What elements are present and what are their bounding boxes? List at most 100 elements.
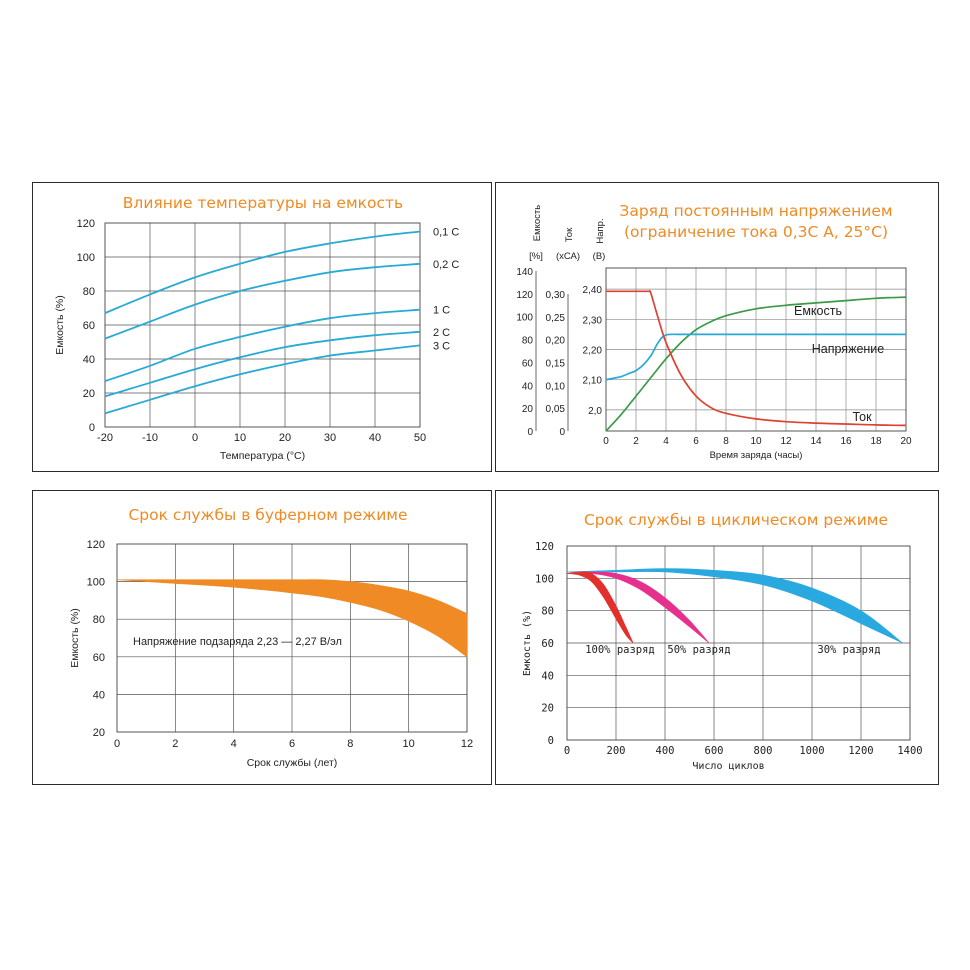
series-label: 1 С [433, 305, 450, 317]
x-tick-label: 10 [234, 432, 246, 444]
plot-frame [566, 545, 911, 741]
x-axis-label: Время заряда (часы) [710, 450, 803, 461]
x-tick-label: 2 [633, 436, 639, 447]
x-tick-label: 400 [656, 745, 675, 757]
series-line [104, 262, 421, 340]
x-tick-label: 1400 [897, 745, 922, 757]
x-tick-label: 0 [192, 432, 198, 444]
capacity-tick-label: 140 [516, 267, 533, 278]
series-line [104, 230, 421, 314]
chart-cycle-service-life: Срок службы в циклическом режиме 0 200 400 6… [522, 511, 923, 772]
cycle-life-band [566, 571, 710, 644]
capacity-tick-label: 20 [522, 404, 534, 415]
y-tick-label: 120 [535, 541, 554, 553]
series-label: 0,1 С [433, 227, 459, 239]
panel-float-service-life: Срок службы в буферном режиме 0 2 4 6 8 10 12 20… [32, 490, 492, 785]
chart-subtitle: (ограничение тока 0,3С А, 25°С) [624, 223, 888, 241]
y-tick-label: 60 [93, 652, 105, 664]
x-tick-label: 40 [369, 432, 381, 444]
current-axis-header: Ток [564, 227, 575, 242]
x-tick-label: 0 [114, 738, 120, 750]
series-label: 3 С [433, 340, 450, 352]
x-tick-label: 30 [324, 432, 336, 444]
voltage-tick-label: 2,10 [583, 376, 603, 387]
capacity-axis-unit: [%] [529, 251, 543, 262]
x-tick-label: 12 [461, 738, 473, 750]
current-tick-label: 0,15 [546, 359, 566, 370]
plot-frame [605, 267, 907, 432]
panel-cycle-service-life: Срок службы в циклическом режиме 0 200 400 6… [495, 490, 939, 785]
current-tick-label: 0,20 [546, 336, 566, 347]
voltage-axis-header: Напр. [595, 218, 606, 243]
current-tick-label: 0,05 [546, 404, 566, 415]
voltage-tick-label: 2,20 [583, 346, 603, 357]
y-tick-label: 20 [93, 727, 105, 739]
y-tick-label: 100 [87, 577, 105, 589]
y-tick-label: 80 [93, 614, 105, 626]
capacity-tick-label: 40 [522, 381, 534, 392]
y-tick-label: 80 [541, 606, 554, 618]
y-tick-label: 40 [93, 689, 105, 701]
y-axis-label: Емкость (%) [522, 610, 533, 676]
y-tick-label: 0 [548, 735, 554, 747]
x-tick-label: 20 [279, 432, 291, 444]
x-tick-label: 10 [403, 738, 415, 750]
x-axis-label: Срок службы (лет) [247, 757, 338, 769]
x-tick-label: 600 [705, 745, 724, 757]
voltage-axis-unit: (В) [593, 251, 606, 262]
series-line [605, 333, 906, 381]
x-tick-label: -20 [97, 432, 113, 444]
x-tick-label: 6 [289, 738, 295, 750]
x-tick-label: 18 [870, 436, 882, 447]
series-line [605, 296, 907, 432]
y-tick-label: 40 [541, 670, 554, 682]
y-axis-label: Емкость (%) [54, 295, 66, 355]
x-axis-label: Температура (°С) [220, 450, 305, 462]
y-tick-label: 40 [83, 354, 95, 366]
series-line [104, 330, 421, 398]
series-label: 100% разряд [585, 644, 655, 656]
chart-title: Срок службы в буферном режиме [128, 506, 407, 524]
series-line [104, 308, 421, 382]
series-label: 2 С [433, 327, 450, 339]
y-tick-label: 20 [83, 388, 95, 400]
y-tick-label: 120 [87, 539, 105, 551]
y-tick-label: 100 [77, 252, 95, 264]
chart-float-service-life: Срок службы в буферном режиме 0 2 4 6 8 10 12 20… [69, 506, 473, 769]
y-tick-label: 120 [77, 218, 95, 230]
y-tick-label: 80 [83, 286, 95, 298]
capacity-axis-header: Емкость [532, 205, 543, 242]
chart-title: Влияние температуры на емкость [123, 194, 403, 212]
x-tick-label: 200 [607, 745, 626, 757]
x-tick-label: 50 [414, 432, 426, 444]
x-tick-label: 16 [840, 436, 852, 447]
series-line [606, 290, 907, 427]
series-label: Напряжение [812, 342, 885, 356]
y-tick-label: 60 [541, 638, 554, 650]
voltage-tick-label: 2,0 [588, 406, 602, 417]
x-tick-label: 1000 [799, 745, 824, 757]
x-tick-label: 800 [754, 745, 773, 757]
series-label: 50% разряд [667, 644, 730, 656]
series-line [104, 344, 421, 415]
capacity-tick-label: 120 [516, 290, 533, 301]
x-tick-label: 0 [603, 436, 609, 447]
plot-frame [104, 222, 421, 428]
float-life-band [116, 579, 468, 658]
series-label: 30% разряд [817, 644, 880, 656]
x-tick-label: 4 [663, 436, 669, 447]
capacity-tick-label: 0 [527, 427, 533, 438]
chart-title: Срок службы в циклическом режиме [584, 511, 888, 529]
cycle-life-band [566, 568, 903, 644]
current-tick-label: 0 [559, 427, 565, 438]
current-tick-label: 0,25 [546, 313, 566, 324]
y-axis-label: Емкость (%) [69, 608, 81, 668]
cycle-life-band [566, 571, 634, 644]
x-tick-label: 14 [810, 436, 822, 447]
x-tick-label: 4 [231, 738, 237, 750]
current-tick-label: 0,30 [546, 290, 566, 301]
x-axis-label: Число циклов [692, 761, 764, 772]
chart-constant-voltage-charge: Заряд постоянным напряжением (ограничение… [516, 202, 912, 461]
y-tick-label: 60 [83, 320, 95, 332]
y-tick-label: 0 [89, 422, 95, 434]
